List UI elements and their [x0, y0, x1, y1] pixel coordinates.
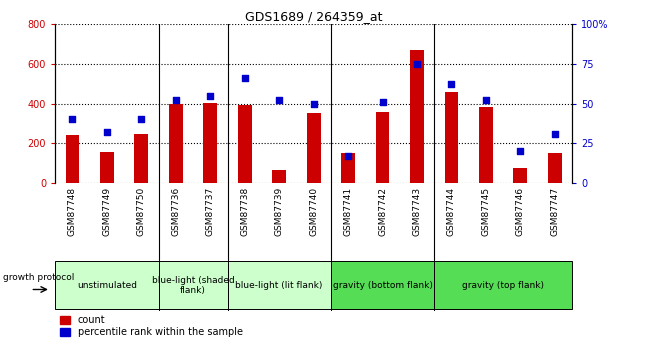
Text: GSM87746: GSM87746 — [516, 187, 525, 236]
Bar — [376, 112, 389, 183]
Text: GSM87745: GSM87745 — [482, 187, 490, 236]
Point — [274, 98, 285, 103]
Bar — [445, 91, 458, 183]
Bar — [66, 135, 79, 183]
Point — [343, 153, 354, 159]
FancyBboxPatch shape — [159, 262, 228, 309]
Point — [170, 98, 181, 103]
Point — [309, 101, 319, 106]
Bar — [135, 134, 148, 183]
Point — [481, 98, 491, 103]
Point — [447, 82, 457, 87]
Bar — [410, 50, 424, 183]
Text: blue-light (shaded
flank): blue-light (shaded flank) — [151, 276, 235, 295]
Bar — [307, 114, 320, 183]
Text: GSM87737: GSM87737 — [206, 187, 215, 236]
Text: GSM87748: GSM87748 — [68, 187, 77, 236]
Bar — [203, 102, 217, 183]
Title: GDS1689 / 264359_at: GDS1689 / 264359_at — [245, 10, 382, 23]
Bar — [238, 106, 252, 183]
Text: unstimulated: unstimulated — [77, 281, 137, 290]
Text: GSM87743: GSM87743 — [413, 187, 421, 236]
FancyBboxPatch shape — [227, 262, 331, 309]
Bar — [341, 153, 355, 183]
FancyBboxPatch shape — [55, 262, 159, 309]
Text: GSM87741: GSM87741 — [344, 187, 352, 236]
Point — [240, 75, 250, 81]
Point — [550, 131, 560, 136]
Text: GSM87740: GSM87740 — [309, 187, 318, 236]
Text: GSM87736: GSM87736 — [172, 187, 180, 236]
Legend: count, percentile rank within the sample: count, percentile rank within the sample — [60, 315, 242, 337]
Text: blue-light (lit flank): blue-light (lit flank) — [235, 281, 323, 290]
Text: gravity (top flank): gravity (top flank) — [462, 281, 544, 290]
Text: growth protocol: growth protocol — [3, 274, 74, 283]
Text: GSM87742: GSM87742 — [378, 187, 387, 236]
Point — [412, 61, 423, 67]
Point — [515, 148, 526, 154]
Bar — [514, 168, 527, 183]
Text: GSM87749: GSM87749 — [103, 187, 111, 236]
Point — [205, 93, 216, 98]
Bar — [272, 170, 286, 183]
Text: GSM87747: GSM87747 — [551, 187, 559, 236]
FancyBboxPatch shape — [331, 262, 434, 309]
Text: GSM87739: GSM87739 — [275, 187, 283, 236]
Point — [68, 117, 78, 122]
Bar — [169, 104, 183, 183]
Text: GSM87738: GSM87738 — [240, 187, 249, 236]
Point — [136, 117, 147, 122]
Point — [101, 129, 112, 135]
Bar — [479, 108, 493, 183]
Text: GSM87744: GSM87744 — [447, 187, 456, 236]
Bar — [100, 152, 114, 183]
Bar — [548, 153, 562, 183]
Text: GSM87750: GSM87750 — [137, 187, 146, 236]
Point — [377, 99, 387, 105]
Text: gravity (bottom flank): gravity (bottom flank) — [333, 281, 432, 290]
FancyBboxPatch shape — [434, 262, 572, 309]
